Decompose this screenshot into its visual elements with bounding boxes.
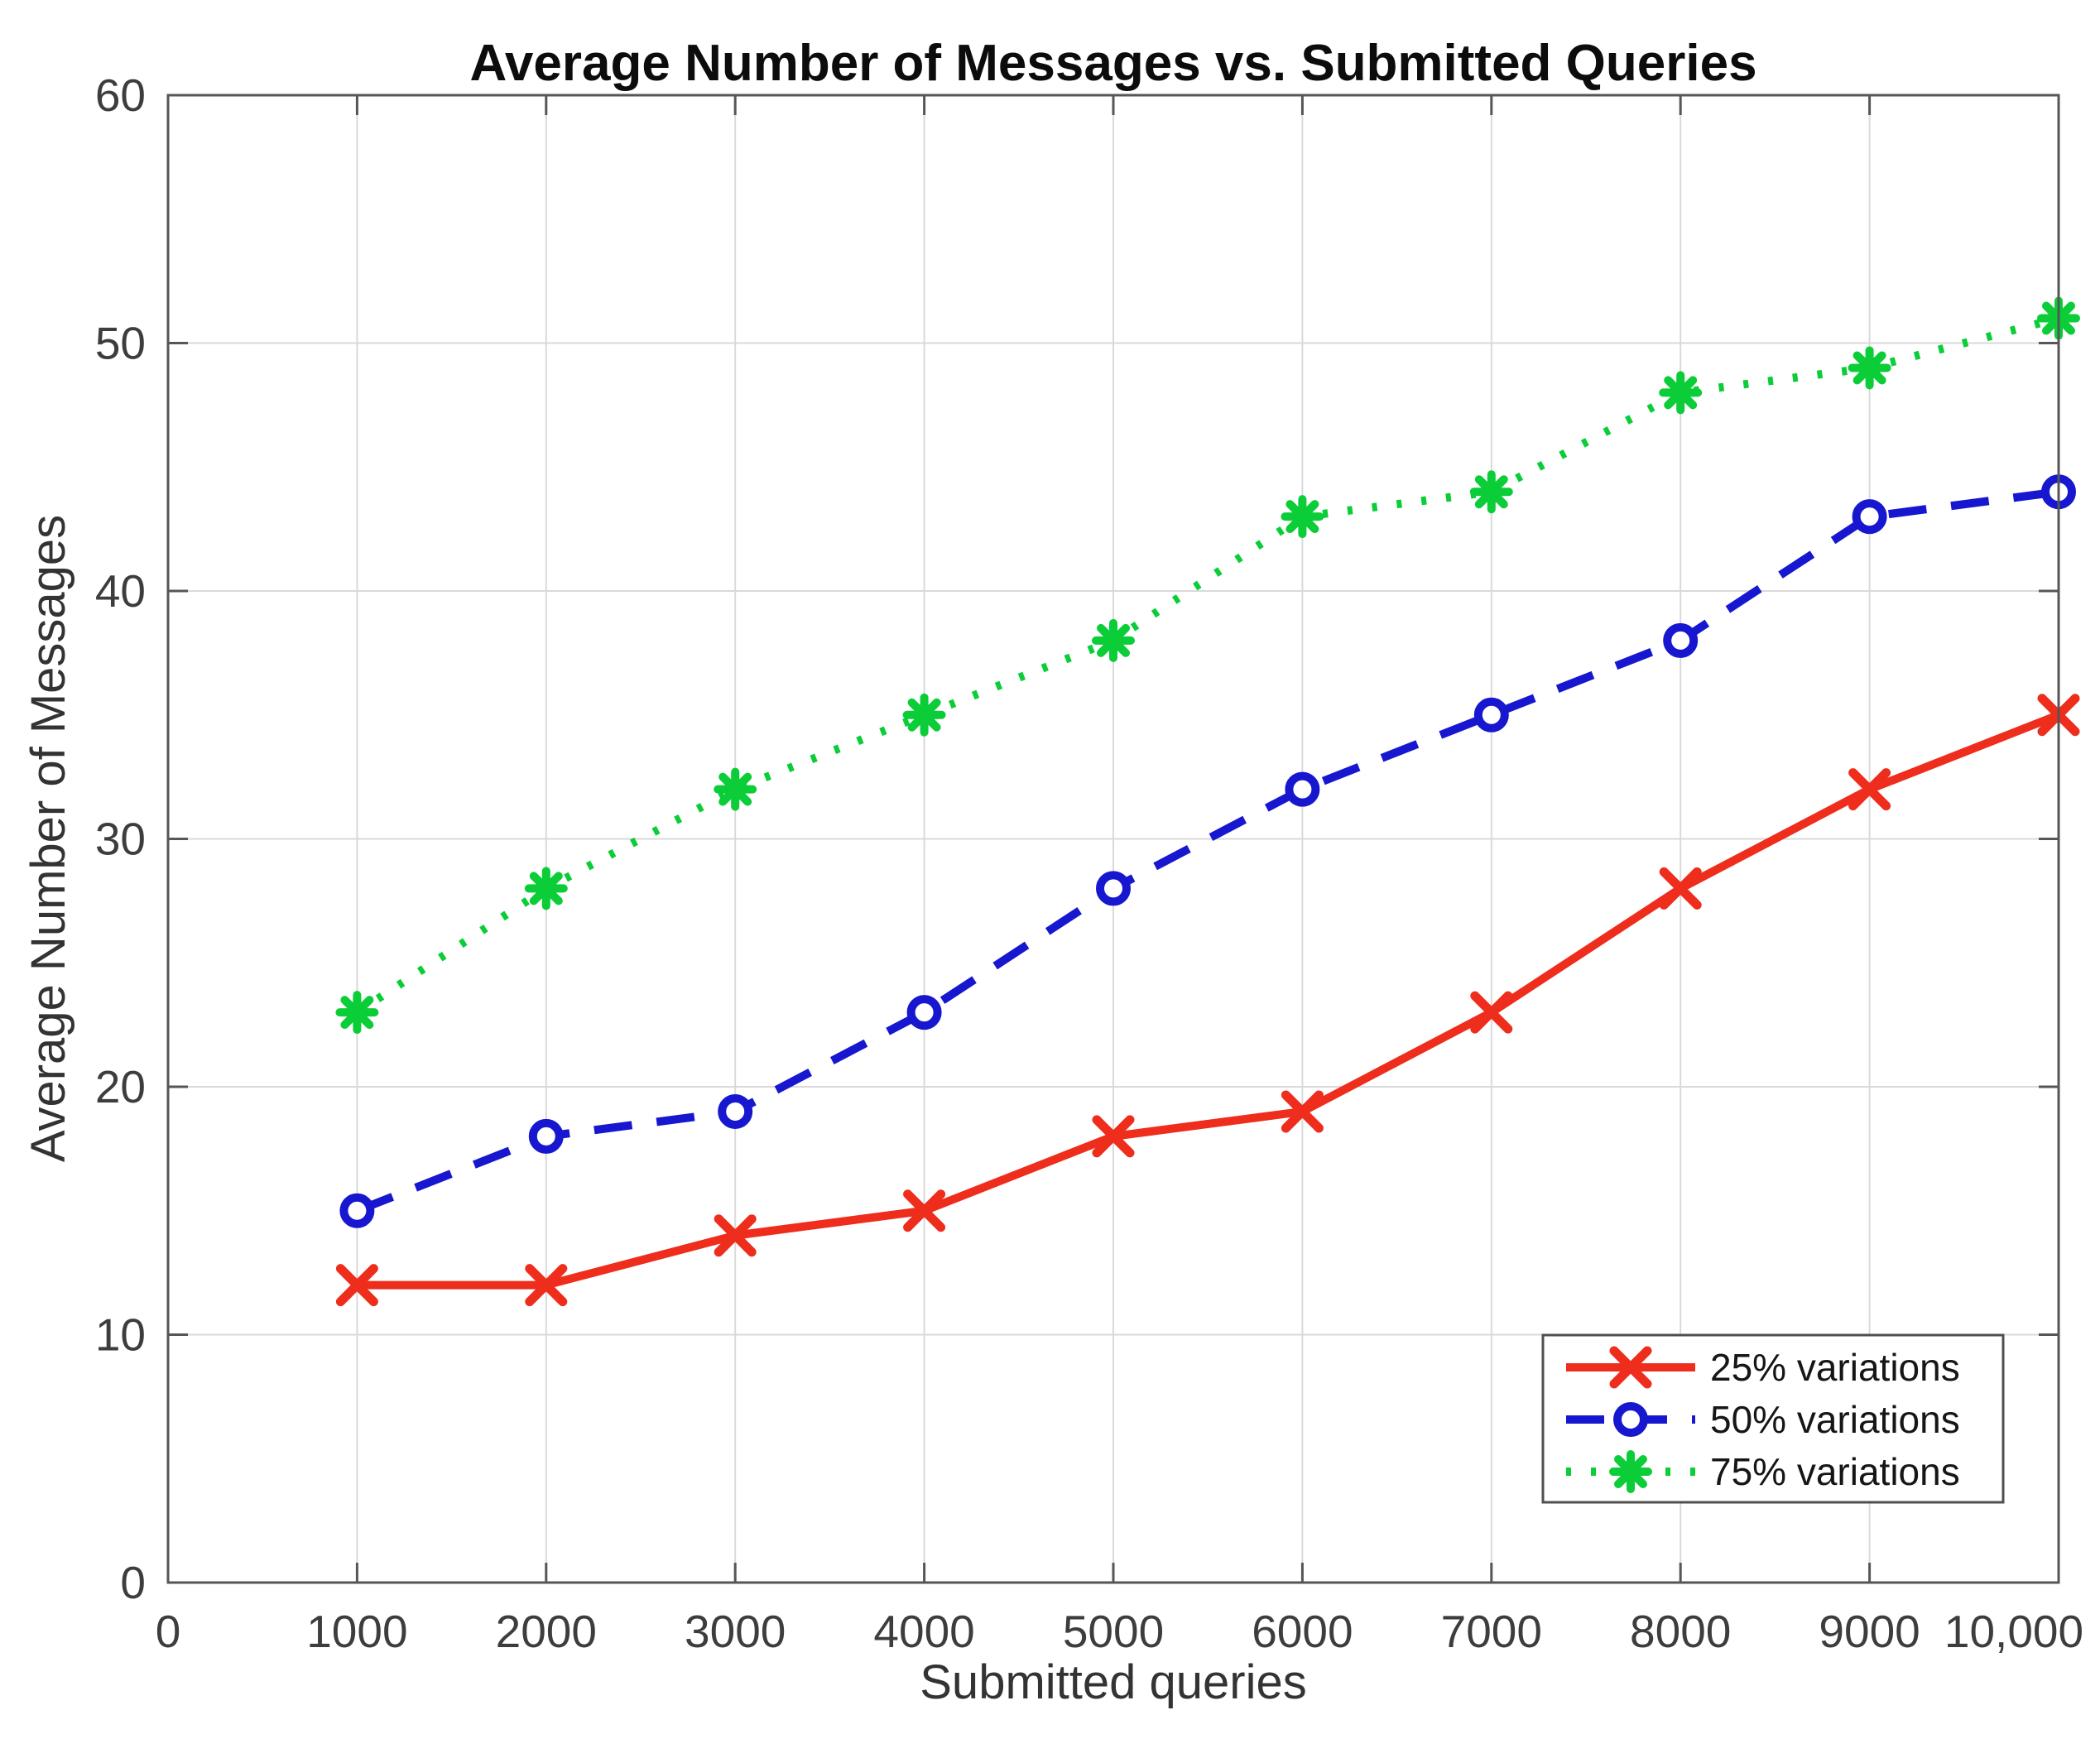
circle-marker [1473, 697, 1509, 733]
circle-marker-shape [1663, 622, 1699, 658]
asterisk-marker [335, 991, 379, 1035]
circle-marker [528, 1118, 564, 1154]
x-tick-label: 9000 [1819, 1606, 1920, 1657]
x-marker-shape [335, 1264, 378, 1307]
asterisk-marker [1281, 495, 1324, 539]
asterisk-marker-shape [1469, 470, 1513, 514]
gridlines-layer [168, 95, 2059, 1583]
x-marker-shape [1281, 1090, 1324, 1133]
legend: 25% variations 50% variations 75% variatio… [1541, 1333, 2005, 1504]
asterisk-marker-shape [1609, 1450, 1652, 1493]
x-marker [1281, 1090, 1324, 1133]
tick-labels-layer: 0 1000 2000 3000 4000 5000 6000 7000 8000 9000 10,… [95, 70, 2083, 1657]
circle-marker [1096, 871, 1131, 906]
asterisk-marker [1659, 371, 1703, 415]
x-marker [903, 1189, 946, 1232]
x-marker-shape [714, 1214, 757, 1257]
x-marker [525, 1264, 568, 1307]
legend-entry: 75% variations [1566, 1450, 1960, 1493]
circle-marker-shape [1852, 499, 1887, 535]
axes-layer [166, 94, 2060, 1584]
circle-marker-shape [906, 995, 942, 1030]
x-axis-label: Submitted queries [920, 1655, 1306, 1709]
legend-entry: 25% variations [1566, 1346, 1960, 1389]
y-tick-label: 50 [95, 318, 146, 369]
x-tick-label: 5000 [1063, 1606, 1164, 1657]
y-tick-label: 0 [120, 1557, 146, 1608]
x-marker [1848, 768, 1891, 811]
x-marker-shape [1609, 1346, 1652, 1389]
x-marker [1470, 991, 1513, 1034]
asterisk-marker [1092, 618, 1135, 662]
asterisk-marker-shape [714, 767, 757, 811]
x-tick-label: 4000 [873, 1606, 974, 1657]
circle-marker [1285, 771, 1320, 807]
x-tick-label: 1000 [306, 1606, 407, 1657]
circle-marker-shape [339, 1193, 375, 1228]
circle-marker-shape [718, 1093, 753, 1129]
x-marker [714, 1214, 757, 1257]
x-marker [1609, 1346, 1652, 1389]
circle-marker [1663, 622, 1699, 658]
x-marker-shape [1659, 867, 1702, 910]
series-layer [335, 296, 2080, 1307]
x-marker-shape [1470, 991, 1513, 1034]
asterisk-marker [524, 867, 568, 910]
circle-marker-shape [528, 1118, 564, 1154]
x-marker-shape [1848, 768, 1891, 811]
series-markers-1 [335, 694, 2080, 1307]
asterisk-marker [902, 693, 946, 737]
x-tick-label: 0 [156, 1606, 181, 1657]
x-tick-label: 3000 [685, 1606, 786, 1657]
x-marker [335, 1264, 378, 1307]
chart-title: Average Number of Messages vs. Submitted… [469, 35, 1756, 92]
asterisk-marker [1469, 470, 1513, 514]
circle-marker [1852, 499, 1887, 535]
series-line-1 [357, 711, 2060, 1290]
y-tick-label: 30 [95, 814, 146, 865]
x-marker-shape [903, 1189, 946, 1232]
asterisk-marker [1609, 1450, 1652, 1493]
x-marker [1092, 1115, 1135, 1158]
series-markers-3 [335, 296, 2080, 1035]
circle-marker [1613, 1402, 1648, 1437]
x-tick-label: 7000 [1441, 1606, 1542, 1657]
asterisk-marker-shape [524, 867, 568, 910]
x-tick-label: 10,000 [1944, 1606, 2083, 1657]
circle-marker [906, 995, 942, 1030]
x-tick-label: 8000 [1630, 1606, 1731, 1657]
legend-label: 75% variations [1710, 1450, 1960, 1493]
asterisk-marker-shape [1281, 495, 1324, 539]
circle-marker [339, 1193, 375, 1228]
y-tick-label: 10 [95, 1309, 146, 1361]
asterisk-marker-shape [1848, 346, 1891, 390]
asterisk-marker-shape [335, 991, 379, 1035]
legend-label: 50% variations [1710, 1398, 1960, 1441]
circle-marker-shape [1473, 697, 1509, 733]
asterisk-marker-shape [902, 693, 946, 737]
series-line-3 [354, 314, 2060, 1016]
y-axis-label: Average Number of Messages [22, 515, 75, 1162]
x-marker-shape [525, 1264, 568, 1307]
asterisk-marker [714, 767, 757, 811]
y-tick-label: 20 [95, 1061, 146, 1112]
legend-label: 25% variations [1710, 1346, 1960, 1389]
circle-marker-shape [1285, 771, 1320, 807]
x-marker-shape [1092, 1115, 1135, 1158]
x-tick-label: 6000 [1252, 1606, 1353, 1657]
x-tick-label: 2000 [496, 1606, 597, 1657]
asterisk-marker-shape [1092, 618, 1135, 662]
circle-marker-shape [1613, 1402, 1648, 1437]
asterisk-marker [1848, 346, 1891, 390]
legend-entry: 50% variations [1566, 1398, 1960, 1441]
asterisk-marker-shape [1659, 371, 1703, 415]
x-marker [1659, 867, 1702, 910]
circle-marker-shape [1096, 871, 1131, 906]
circle-marker [718, 1093, 753, 1129]
y-tick-label: 60 [95, 70, 146, 121]
y-tick-label: 40 [95, 565, 146, 617]
